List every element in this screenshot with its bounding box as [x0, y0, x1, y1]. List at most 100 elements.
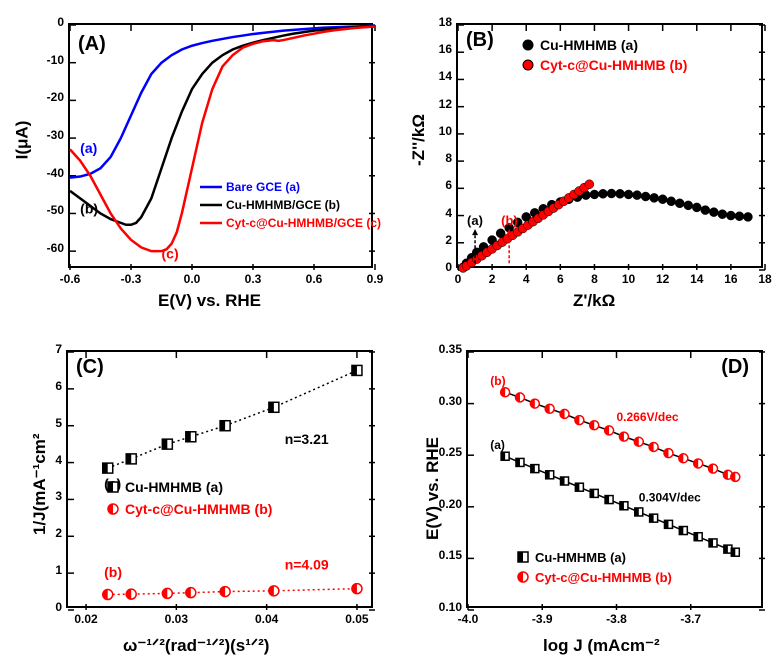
- axis-tick: 0: [36, 15, 64, 29]
- figure-container: (a) (b) (c) Bare GCE (a) Cu-HMHMB/GCE (b) Cyt…: [0, 0, 782, 670]
- axis-tick: 16: [717, 272, 745, 286]
- panel-a-plot: (a)(b)(c)Bare GCE (a)Cu-HMHMB/GCE (b)Cyt…: [68, 23, 373, 268]
- axis-tick: 0.9: [361, 272, 389, 286]
- axis-tick: 0.05: [343, 612, 371, 626]
- axis-tick: 18: [751, 272, 779, 286]
- panel-b-label: (B): [466, 29, 494, 52]
- axis-tick: 2: [424, 233, 452, 247]
- svg-text:n=4.09: n=4.09: [285, 556, 329, 572]
- axis-tick: 6: [34, 379, 62, 393]
- panel-a-xlabel: E(V) vs. RHE: [158, 291, 261, 311]
- axis-tick: 0.02: [72, 612, 100, 626]
- panel-d-svg: (a) (b) 0.304V/dec 0.266V/dec Cu-HMHMB (a) Cy…: [468, 352, 765, 610]
- svg-text:(b): (b): [501, 213, 518, 228]
- axis-tick: -20: [36, 90, 64, 104]
- svg-text:(b): (b): [490, 374, 505, 388]
- panel-d-plot: (a) (b) 0.304V/dec 0.266V/dec Cu-HMHMB (a) Cy…: [466, 350, 763, 608]
- panel-c: (a)(b)n=3.21n=4.09Cu-HMHMB (a)Cyt-c@Cu-H…: [8, 330, 388, 660]
- axis-tick: 3: [34, 489, 62, 503]
- axis-tick: -3.9: [528, 612, 556, 626]
- panel-a: (a) (b) (c) Bare GCE (a) Cu-HMHMB/GCE (b) Cyt…: [8, 5, 388, 315]
- axis-tick: 14: [424, 69, 452, 83]
- panel-a-ylabel: I(μA): [12, 121, 32, 160]
- axis-tick: 8: [424, 151, 452, 165]
- panel-a-label: (A): [78, 33, 106, 56]
- svg-text:Cyt-c@Cu-HMHMB (b): Cyt-c@Cu-HMHMB (b): [535, 570, 672, 585]
- axis-tick: 0.6: [300, 272, 328, 286]
- axis-tick: 0.04: [253, 612, 281, 626]
- axis-tick: -50: [36, 203, 64, 217]
- svg-text:0.266V/dec: 0.266V/dec: [617, 410, 679, 424]
- axis-tick: 5: [34, 416, 62, 430]
- svg-text:(a): (a): [467, 213, 483, 228]
- panel-c-ylabel: 1/J(mA⁻¹cm²: [30, 425, 50, 535]
- axis-tick: 0.35: [434, 342, 462, 356]
- svg-text:Cyt-c@Cu-HMHMB/GCE (c): Cyt-c@Cu-HMHMB/GCE (c): [226, 216, 381, 230]
- axis-tick: 0.25: [434, 445, 462, 459]
- axis-tick: 14: [683, 272, 711, 286]
- axis-tick: 0.30: [434, 394, 462, 408]
- axis-tick: 2: [34, 526, 62, 540]
- svg-text:Cu-HMHMB/GCE (b): Cu-HMHMB/GCE (b): [226, 198, 340, 212]
- svg-text:(b): (b): [80, 200, 98, 216]
- svg-text:(b): (b): [104, 564, 122, 580]
- axis-tick: -3.7: [677, 612, 705, 626]
- axis-tick: 8: [580, 272, 608, 286]
- axis-tick: 0.10: [434, 600, 462, 614]
- panel-b: (a) (b) Cu-HMHMB (a) Cyt-c@Cu-HMHMB (b) (B)…: [398, 5, 778, 315]
- axis-tick: 4: [424, 206, 452, 220]
- axis-tick: -40: [36, 166, 64, 180]
- axis-tick: 0: [424, 260, 452, 274]
- axis-tick: -10: [36, 53, 64, 67]
- axis-tick: 7: [34, 342, 62, 356]
- axis-tick: 0.15: [434, 548, 462, 562]
- svg-text:Cu-HMHMB (a): Cu-HMHMB (a): [540, 37, 638, 53]
- panel-a-svg: (a)(b)(c)Bare GCE (a)Cu-HMHMB/GCE (b)Cyt…: [70, 25, 375, 270]
- svg-text:Cyt-c@Cu-HMHMB (b): Cyt-c@Cu-HMHMB (b): [540, 57, 687, 73]
- axis-tick: -30: [36, 128, 64, 142]
- svg-text:0.304V/dec: 0.304V/dec: [639, 491, 701, 505]
- svg-text:(a): (a): [80, 140, 97, 156]
- axis-tick: 4: [34, 453, 62, 467]
- panel-d: (a) (b) 0.304V/dec 0.266V/dec Cu-HMHMB (a) Cy…: [398, 330, 778, 660]
- panel-b-xlabel: Z'/kΩ: [573, 291, 615, 311]
- svg-text:Cu-HMHMB (a): Cu-HMHMB (a): [125, 479, 223, 495]
- axis-tick: -0.6: [56, 272, 84, 286]
- axis-tick: -0.3: [117, 272, 145, 286]
- axis-tick: -4.0: [454, 612, 482, 626]
- axis-tick: 4: [512, 272, 540, 286]
- axis-tick: -3.8: [603, 612, 631, 626]
- axis-tick: 10: [424, 124, 452, 138]
- svg-text:Bare GCE (a): Bare GCE (a): [226, 180, 300, 194]
- panel-b-svg: (a) (b) Cu-HMHMB (a) Cyt-c@Cu-HMHMB (b): [458, 25, 765, 270]
- axis-tick: -60: [36, 241, 64, 255]
- svg-text:n=3.21: n=3.21: [285, 431, 329, 447]
- axis-tick: 18: [424, 15, 452, 29]
- axis-tick: 6: [546, 272, 574, 286]
- svg-text:(c): (c): [162, 246, 179, 262]
- svg-text:Cyt-c@Cu-HMHMB (b): Cyt-c@Cu-HMHMB (b): [125, 501, 272, 517]
- axis-tick: 0.20: [434, 497, 462, 511]
- axis-tick: 0.03: [162, 612, 190, 626]
- panel-d-label: (D): [721, 356, 749, 379]
- axis-tick: 6: [424, 178, 452, 192]
- axis-tick: 0: [444, 272, 472, 286]
- panel-c-plot: (a)(b)n=3.21n=4.09Cu-HMHMB (a)Cyt-c@Cu-H…: [66, 350, 373, 608]
- panel-c-label: (C): [76, 356, 104, 379]
- svg-text:Cu-HMHMB (a): Cu-HMHMB (a): [535, 550, 626, 565]
- svg-text:(a): (a): [490, 438, 505, 452]
- axis-tick: 12: [424, 97, 452, 111]
- axis-tick: 0: [34, 600, 62, 614]
- axis-tick: 16: [424, 42, 452, 56]
- axis-tick: 1: [34, 563, 62, 577]
- panel-d-ylabel: E(V) vs. RHE: [423, 420, 443, 540]
- panel-c-xlabel: ω⁻¹ᐟ²(rad⁻¹ᐟ²)(s¹ᐟ²): [123, 636, 269, 656]
- panel-b-plot: (a) (b) Cu-HMHMB (a) Cyt-c@Cu-HMHMB (b) (B): [456, 23, 763, 268]
- axis-tick: 2: [478, 272, 506, 286]
- axis-tick: 10: [615, 272, 643, 286]
- axis-tick: 0.0: [178, 272, 206, 286]
- panel-d-xlabel: log J (mAcm⁻²: [543, 636, 660, 656]
- axis-tick: 12: [649, 272, 677, 286]
- panel-c-svg: (a)(b)n=3.21n=4.09Cu-HMHMB (a)Cyt-c@Cu-H…: [68, 352, 375, 610]
- axis-tick: 0.3: [239, 272, 267, 286]
